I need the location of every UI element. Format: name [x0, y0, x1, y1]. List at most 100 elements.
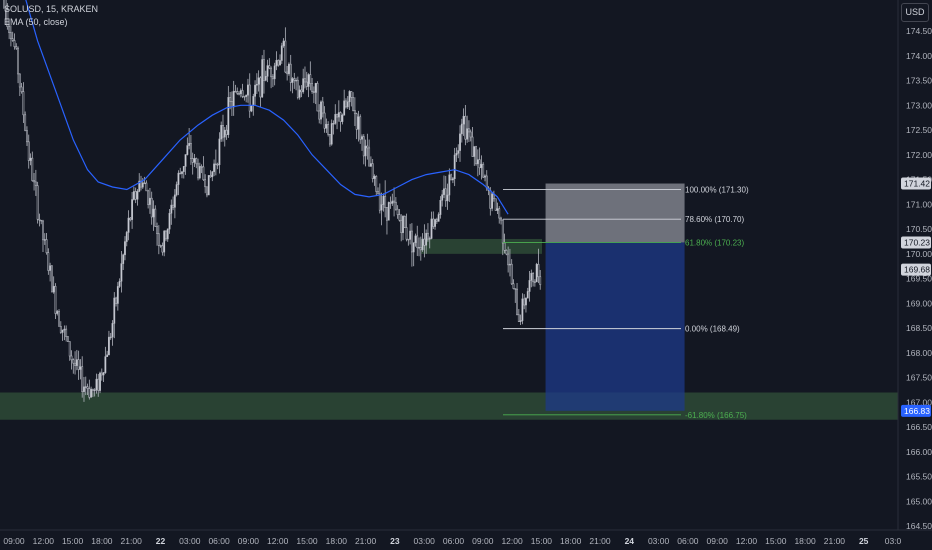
- candle-body: [43, 239, 46, 241]
- fibonacci-tool[interactable]: 100.00% (171.30) 78.60% (170.70) 61.80% (1…: [503, 185, 749, 420]
- candle-body: [537, 263, 540, 278]
- candle-body: [318, 110, 321, 120]
- candle-body: [405, 227, 408, 240]
- candle-body: [234, 90, 237, 93]
- take-profit-box: [545, 242, 685, 411]
- candle-body: [446, 194, 449, 202]
- price-tick-label: 168.00: [906, 348, 932, 358]
- candle-body: [328, 134, 331, 145]
- price-tick-label: 170.50: [906, 224, 932, 234]
- candle-body: [109, 336, 112, 339]
- candle-body: [220, 125, 223, 140]
- candle-body: [371, 163, 374, 179]
- candle-body: [327, 124, 330, 135]
- time-tick-label: 21:00: [121, 536, 143, 546]
- price-tag: [901, 177, 931, 190]
- time-tick-label: 12:00: [501, 536, 523, 546]
- candle-body: [427, 232, 429, 240]
- candle-body: [532, 272, 535, 283]
- candle-body: [86, 386, 89, 389]
- price-tick-label: 174.00: [906, 51, 932, 61]
- time-tick-label: 18:00: [326, 536, 348, 546]
- candle-body: [206, 186, 208, 196]
- candle-body: [394, 201, 397, 210]
- candle-body: [238, 93, 240, 95]
- fib-level-label: -61.80% (166.75): [685, 411, 747, 420]
- candle-body: [209, 175, 212, 178]
- price-tag-label: 166.83: [904, 406, 930, 416]
- time-tick-label: 15:00: [296, 536, 318, 546]
- candle-body: [197, 163, 199, 179]
- candle-body: [95, 378, 98, 391]
- candle-body: [430, 218, 433, 239]
- candle-body: [27, 141, 30, 161]
- candle-body: [38, 218, 41, 221]
- candle-body: [466, 128, 469, 140]
- candle-body: [61, 329, 64, 333]
- candle-body: [501, 219, 504, 244]
- candle-body: [307, 74, 310, 87]
- candle-body: [482, 163, 485, 178]
- candle-body: [136, 191, 139, 200]
- price-tick-label: 165.50: [906, 472, 932, 482]
- candle-body: [421, 238, 424, 251]
- candle-body: [181, 171, 183, 174]
- candle-body: [211, 171, 214, 178]
- candle-body: [225, 129, 228, 136]
- support-zone: [0, 392, 898, 420]
- time-tick-label: 06:00: [677, 536, 699, 546]
- candle-body: [42, 220, 44, 241]
- candle-body: [247, 84, 249, 96]
- candle-body: [156, 226, 158, 234]
- candle-body: [286, 71, 289, 75]
- time-tick-label: 15:00: [62, 536, 84, 546]
- candle-body: [369, 163, 372, 167]
- candle-body: [207, 175, 210, 196]
- candle-body: [321, 101, 324, 114]
- candle-body: [8, 26, 11, 33]
- symbol-title[interactable]: SOLUSD, 15, KRAKEN: [4, 4, 99, 14]
- candle-body: [24, 114, 27, 131]
- time-tick-label: 15:00: [531, 536, 553, 546]
- candle-body: [478, 159, 481, 169]
- price-tick-label: 165.00: [906, 496, 932, 506]
- candle-body: [17, 47, 19, 75]
- candle-body: [359, 116, 362, 140]
- candle-body: [535, 263, 538, 283]
- candle-body: [434, 219, 436, 227]
- time-tick-label: 09:00: [238, 536, 260, 546]
- candle-body: [441, 194, 444, 201]
- candle-body: [507, 253, 510, 266]
- time-tick-label: 03:00: [648, 536, 670, 546]
- candle-body: [266, 65, 269, 77]
- candle-body: [389, 202, 392, 204]
- candle-body: [54, 285, 57, 314]
- candle-body: [336, 114, 338, 118]
- candle-body: [13, 40, 16, 47]
- currency-button[interactable]: USD: [901, 3, 929, 22]
- candle-body: [407, 238, 410, 241]
- indicator-legend[interactable]: EMA (50, close): [4, 17, 68, 27]
- candle-body: [99, 372, 101, 391]
- candle-body: [517, 314, 520, 322]
- price-tag-label: 171.42: [904, 179, 930, 189]
- candle-body: [475, 146, 477, 165]
- price-tick-label: 172.50: [906, 125, 932, 135]
- price-tick-label: 169.00: [906, 298, 932, 308]
- candle-body: [457, 150, 460, 154]
- candle-body: [81, 366, 84, 393]
- candle-body: [47, 252, 50, 271]
- candle-body: [193, 158, 196, 163]
- candle-body: [450, 174, 453, 181]
- candle-body: [428, 238, 431, 240]
- candle-body: [49, 265, 52, 271]
- short-position-tool[interactable]: [545, 183, 685, 411]
- candle-body: [67, 336, 69, 342]
- candle-body: [302, 78, 305, 93]
- candle-body: [250, 105, 253, 112]
- candle-body: [145, 182, 148, 192]
- candle-body: [129, 217, 132, 220]
- time-tick-label: 06:00: [443, 536, 465, 546]
- candle-body: [116, 286, 119, 304]
